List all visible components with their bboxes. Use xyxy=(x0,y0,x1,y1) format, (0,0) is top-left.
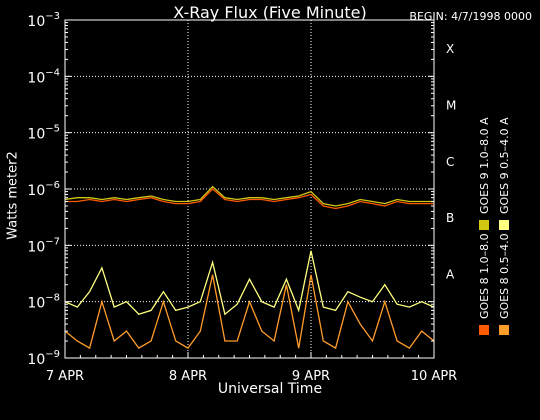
y-tick-label: 10−8 xyxy=(27,293,60,312)
axis-ticks: 10−9 10−8 10−7 10−6 10−5 10−4 10−3 7 APR 8 APR 9 … xyxy=(27,11,457,384)
legend-label: GOES 8 0.5–4.0 A xyxy=(498,222,511,319)
y-tick-label: 10−3 xyxy=(27,11,60,30)
y-tick-label: 10−6 xyxy=(27,180,60,199)
flare-class-label: A xyxy=(446,268,455,282)
y-tick-label: 10−7 xyxy=(27,236,60,255)
legend-label: GOES 8 1.0–8.0 A xyxy=(478,222,491,319)
plot-frame xyxy=(64,19,435,359)
y-axis-label: Watts meter2 xyxy=(5,151,21,240)
legend-label: GOES 9 1.0–8.0 A xyxy=(478,117,491,214)
legend-swatch xyxy=(499,325,509,335)
flare-class-label: C xyxy=(446,155,454,169)
x-tick-label: 7 APR xyxy=(46,369,84,384)
legend-swatch xyxy=(479,220,489,230)
legend-item: GOES 9 1.0–8.0 A xyxy=(478,117,491,230)
flare-class-label: M xyxy=(446,99,456,113)
chart-title: X-Ray Flux (Five Minute) xyxy=(173,3,367,22)
y-tick-label: 10−5 xyxy=(27,124,60,143)
series-line-0 xyxy=(65,188,434,210)
legend-swatch xyxy=(479,325,489,335)
x-axis-label: Universal Time xyxy=(217,381,323,397)
legend-item: GOES 8 1.0–8.0 A xyxy=(478,222,491,335)
legend-swatch xyxy=(499,220,509,230)
flare-class-label: X xyxy=(446,42,454,56)
data-series xyxy=(64,185,435,350)
series-line-1 xyxy=(64,274,435,350)
legend-label: GOES 9 0.5–4.0 A xyxy=(498,117,511,214)
series-line-3 xyxy=(64,250,435,316)
series-line-2 xyxy=(64,185,434,207)
begin-date-label: BEGIN: 4/7/1998 0000 xyxy=(409,10,532,23)
legend-item: GOES 8 0.5–4.0 A xyxy=(498,222,511,335)
x-tick-label: 9 APR xyxy=(292,369,330,384)
y-tick-label: 10−9 xyxy=(27,349,60,368)
flare-class-label: B xyxy=(446,211,454,225)
y-tick-label: 10−4 xyxy=(27,67,60,86)
legend-item: GOES 9 0.5–4.0 A xyxy=(498,117,511,230)
grid-lines xyxy=(65,20,434,358)
x-tick-label: 8 APR xyxy=(169,369,207,384)
x-tick-label: 10 APR xyxy=(411,369,457,384)
